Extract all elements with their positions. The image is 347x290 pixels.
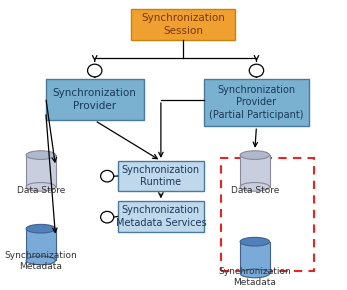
Text: Synchronization
Provider
(Partial Participant): Synchronization Provider (Partial Partic… [209, 85, 304, 120]
Bar [26, 229, 56, 260]
Ellipse shape [240, 269, 270, 278]
Bar [118, 201, 204, 232]
Ellipse shape [26, 224, 56, 233]
Bar [131, 9, 235, 40]
Text: Data Store: Data Store [231, 186, 279, 195]
Text: Synchronization
Runtime: Synchronization Runtime [122, 165, 200, 187]
Text: Synchronization
Metadata Services: Synchronization Metadata Services [116, 205, 206, 228]
Ellipse shape [26, 256, 56, 265]
Circle shape [101, 211, 114, 223]
Bar [118, 161, 204, 191]
Text: Synchronization
Provider: Synchronization Provider [53, 88, 137, 111]
Text: Synchronization
Session: Synchronization Session [141, 13, 225, 36]
Bar [240, 242, 270, 273]
Bar [26, 155, 56, 187]
Text: Synchronization
Metadata: Synchronization Metadata [5, 251, 77, 271]
Ellipse shape [240, 237, 270, 246]
Ellipse shape [26, 151, 56, 160]
Text: Data Store: Data Store [17, 186, 65, 195]
Circle shape [101, 171, 114, 182]
Bar [204, 79, 309, 126]
Ellipse shape [240, 151, 270, 160]
Bar [46, 79, 144, 120]
Ellipse shape [240, 182, 270, 191]
Text: Synchronization
Metadata: Synchronization Metadata [219, 267, 291, 287]
Bar [240, 155, 270, 187]
Circle shape [249, 64, 264, 77]
Circle shape [87, 64, 102, 77]
Bar [221, 158, 314, 271]
Ellipse shape [26, 182, 56, 191]
